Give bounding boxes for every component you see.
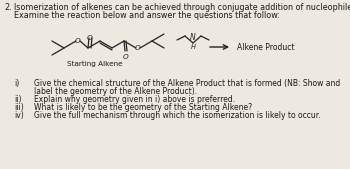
Text: iii): iii) bbox=[14, 103, 24, 112]
Text: What is likely to be the geometry of the Starting Alkene?: What is likely to be the geometry of the… bbox=[34, 103, 252, 112]
Text: 2.: 2. bbox=[4, 3, 12, 12]
Text: iv): iv) bbox=[14, 111, 24, 120]
Text: N: N bbox=[190, 33, 196, 42]
Text: Alkene Product: Alkene Product bbox=[237, 43, 294, 52]
Text: Starting Alkene: Starting Alkene bbox=[67, 61, 123, 67]
Text: Isomerization of alkenes can be achieved through conjugate addition of nucleophi: Isomerization of alkenes can be achieved… bbox=[14, 3, 350, 12]
Text: Examine the reaction below and answer the questions that follow:: Examine the reaction below and answer th… bbox=[14, 11, 280, 20]
Text: O: O bbox=[75, 38, 81, 44]
Text: i): i) bbox=[14, 79, 19, 88]
Text: label the geometry of the Alkene Product).: label the geometry of the Alkene Product… bbox=[34, 87, 197, 96]
Text: Explain why geometry given in i) above is preferred.: Explain why geometry given in i) above i… bbox=[34, 95, 235, 104]
Text: O: O bbox=[87, 35, 93, 41]
Text: Give the chemical structure of the Alkene Product that is formed (NB: Show and: Give the chemical structure of the Alken… bbox=[34, 79, 340, 88]
Text: ii): ii) bbox=[14, 95, 21, 104]
Text: Give the full mechanism through which the isomerization is likely to occur.: Give the full mechanism through which th… bbox=[34, 111, 321, 120]
Text: O: O bbox=[135, 45, 141, 51]
Text: O: O bbox=[123, 54, 129, 60]
Text: H: H bbox=[190, 44, 196, 50]
